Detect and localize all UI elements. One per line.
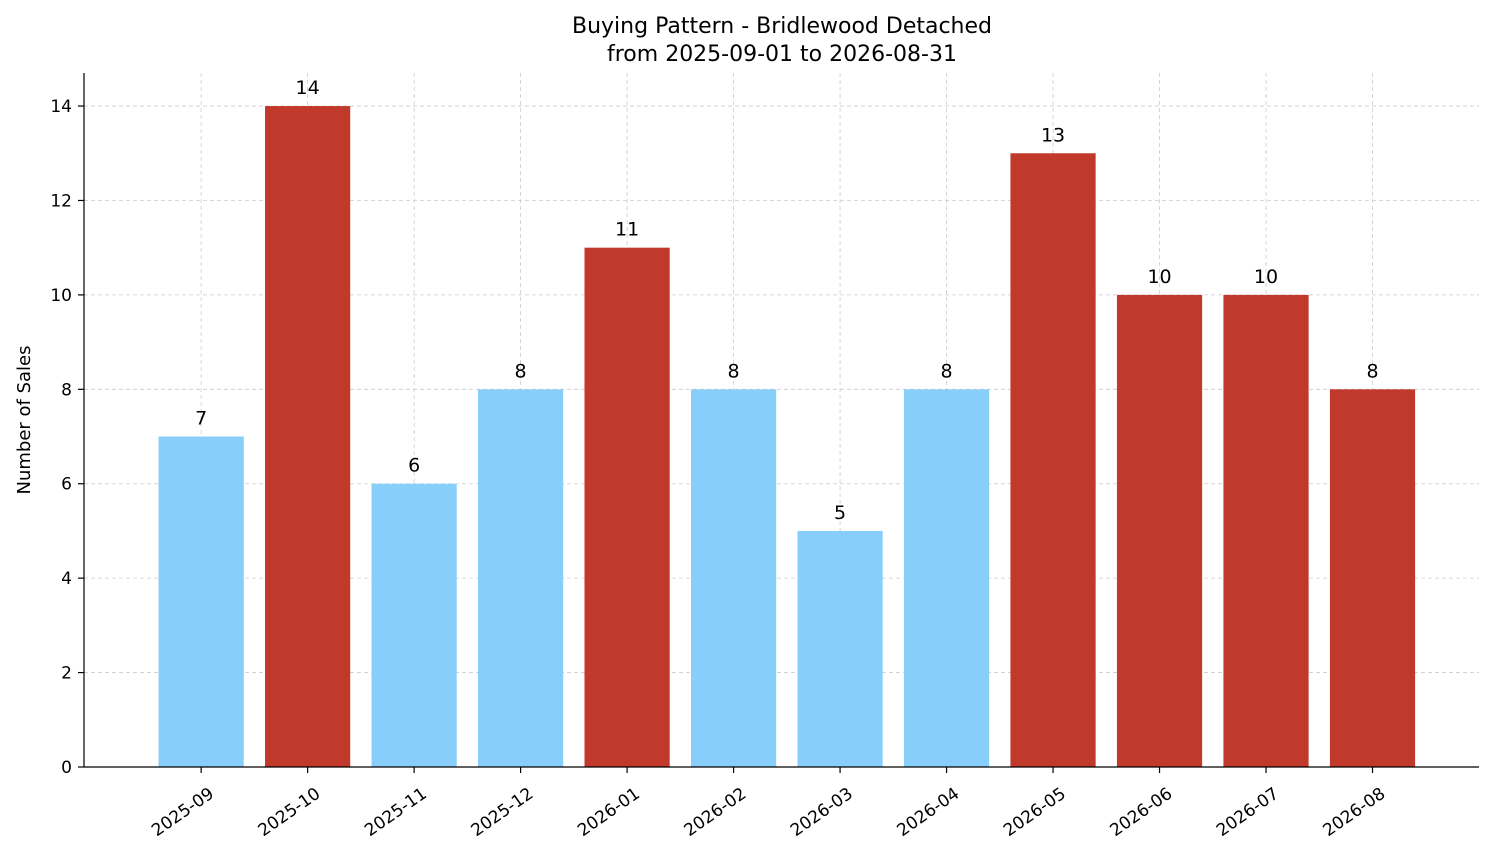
x-tick-label: 2026-07 [1213,784,1283,841]
x-tick-label: 2026-06 [1107,784,1177,841]
bar [690,389,777,767]
chart-title: Buying Pattern - Bridlewood Detached [572,14,992,39]
data-label: 8 [1366,360,1378,382]
x-tick-label: 2026-03 [787,784,857,841]
y-tick-label: 10 [50,286,72,306]
chart-subtitle: from 2025-09-01 to 2026-08-31 [607,42,957,67]
y-axis-label: Number of Sales [14,345,35,494]
x-tick-label: 2026-05 [1000,784,1070,841]
bar [903,389,990,767]
bar [158,436,244,767]
bar [478,389,564,767]
data-label: 7 [195,408,207,430]
data-label: 14 [296,77,320,99]
data-label: 10 [1254,266,1278,288]
data-label: 6 [408,455,420,477]
axes-layer [83,73,1479,768]
x-tick-label: 2026-08 [1320,784,1390,841]
y-tick-label: 6 [61,475,72,495]
bar [1116,294,1203,767]
x-tick-label: 2025-12 [468,784,538,841]
bar [584,247,670,767]
data-label: 11 [615,219,639,241]
x-tick-label: 2025-10 [255,784,325,841]
x-tick-label: 2025-11 [361,784,431,841]
y-tick-label: 8 [61,380,72,400]
bar [797,530,883,767]
bar [371,483,457,767]
y-tick-label: 12 [50,191,72,211]
y-tick-label: 2 [61,664,72,684]
bars-layer [158,106,1416,768]
bar [1329,389,1416,767]
bar [1010,153,1096,768]
x-tick-label: 2026-01 [574,784,644,841]
data-label: 8 [941,360,953,382]
data-label: 10 [1147,266,1171,288]
data-label: 13 [1041,124,1065,146]
y-tick-label: 0 [61,758,72,778]
y-tick-label: 4 [61,569,72,589]
data-labels-layer: 7 14 6 8 11 8 5 8 13 10 10 8 [195,77,1378,524]
bar [265,106,351,768]
data-label: 8 [728,360,740,382]
x-tick-label: 2025-09 [148,784,218,841]
x-tick-label: 2026-04 [894,784,964,841]
data-label: 8 [515,360,527,382]
bar [1223,294,1309,767]
x-tick-label: 2026-02 [681,784,751,841]
y-tick-label: 14 [50,97,72,117]
data-label: 5 [834,502,846,524]
